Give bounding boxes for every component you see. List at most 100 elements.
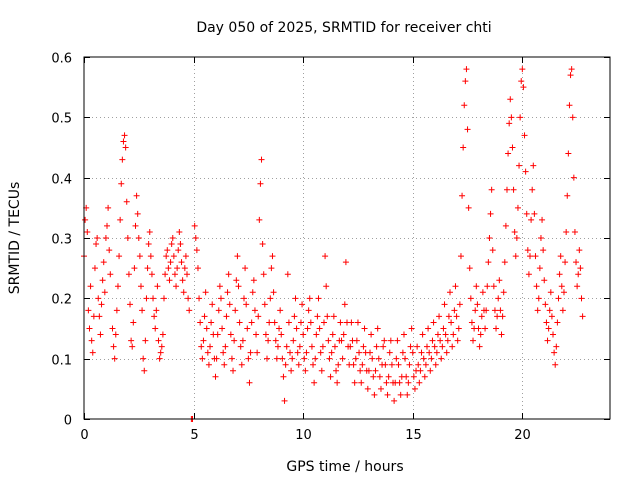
y-tick-label: 0.5 — [51, 112, 72, 127]
data-point — [569, 114, 576, 121]
data-point — [565, 150, 572, 157]
x-tick-label: 5 — [190, 428, 198, 443]
data-point — [152, 325, 159, 332]
data-point — [127, 301, 134, 308]
data-point — [402, 355, 409, 362]
data-point — [447, 289, 454, 296]
data-point — [231, 337, 238, 344]
data-point — [265, 337, 272, 344]
data-point — [176, 228, 183, 235]
data-point — [510, 186, 517, 193]
data-point — [421, 373, 428, 380]
data-point — [228, 355, 235, 362]
data-point — [113, 307, 120, 314]
data-point — [422, 361, 429, 368]
data-point — [328, 349, 335, 356]
data-point — [208, 319, 215, 326]
data-point — [194, 265, 201, 272]
data-point — [240, 295, 247, 302]
data-point — [242, 265, 249, 272]
data-point — [253, 331, 260, 338]
data-point — [557, 253, 564, 260]
data-point — [457, 253, 464, 260]
data-point — [506, 120, 513, 127]
data-point — [181, 265, 188, 272]
data-point — [124, 235, 131, 241]
data-point — [436, 313, 443, 320]
data-point — [122, 144, 129, 151]
data-point — [185, 295, 192, 302]
data-point — [264, 355, 271, 362]
data-point — [521, 132, 528, 139]
data-point — [157, 349, 164, 356]
data-point — [500, 289, 507, 296]
data-point — [407, 343, 414, 350]
data-point — [337, 319, 344, 326]
data-point — [170, 253, 177, 260]
data-point — [381, 337, 388, 344]
data-point — [133, 192, 140, 199]
data-point — [427, 367, 434, 374]
data-point — [300, 331, 307, 338]
data-point — [474, 301, 481, 308]
data-point — [213, 355, 220, 362]
data-point — [221, 361, 228, 368]
data-point — [258, 156, 265, 163]
data-point — [449, 343, 456, 350]
data-point — [310, 361, 317, 368]
data-point — [169, 235, 176, 241]
data-point — [426, 349, 433, 356]
data-point — [495, 295, 502, 302]
data-point — [491, 307, 498, 314]
data-point — [146, 228, 153, 235]
data-point — [409, 349, 416, 356]
data-point — [496, 277, 503, 284]
data-point — [448, 319, 455, 326]
data-point — [523, 210, 530, 217]
data-point — [205, 361, 212, 368]
x-tick-label: 10 — [295, 428, 312, 443]
data-point — [137, 283, 144, 290]
data-point — [411, 385, 418, 392]
data-point — [116, 253, 123, 260]
data-point — [155, 337, 162, 344]
data-point — [334, 379, 341, 386]
data-point — [417, 367, 424, 374]
data-point — [470, 337, 477, 344]
data-point — [274, 343, 281, 350]
x-tick-label: 15 — [405, 428, 422, 443]
data-point — [570, 174, 577, 181]
data-point — [497, 307, 504, 314]
data-point — [341, 301, 348, 308]
data-point — [269, 253, 276, 260]
data-point — [550, 331, 557, 338]
data-point — [451, 307, 458, 314]
data-point — [102, 235, 109, 241]
data-point — [178, 259, 185, 266]
data-point — [456, 301, 463, 308]
data-point — [358, 379, 365, 386]
data-point — [130, 319, 137, 326]
data-point — [331, 343, 338, 350]
data-point — [305, 307, 312, 314]
data-point — [466, 265, 473, 272]
data-point — [270, 289, 277, 296]
data-point — [416, 379, 423, 386]
data-point — [283, 343, 290, 350]
data-point — [313, 331, 320, 338]
data-point — [147, 253, 154, 260]
data-point — [285, 319, 292, 326]
data-point — [430, 319, 437, 326]
data-point — [287, 349, 294, 356]
data-point — [479, 289, 486, 296]
data-point — [90, 313, 97, 320]
data-point — [415, 361, 422, 368]
data-point — [574, 283, 581, 290]
data-point — [322, 253, 329, 260]
data-point — [564, 192, 571, 199]
data-point — [372, 367, 379, 374]
data-point — [220, 349, 227, 356]
data-point — [91, 265, 98, 272]
data-point — [84, 228, 91, 235]
data-point — [177, 241, 184, 248]
